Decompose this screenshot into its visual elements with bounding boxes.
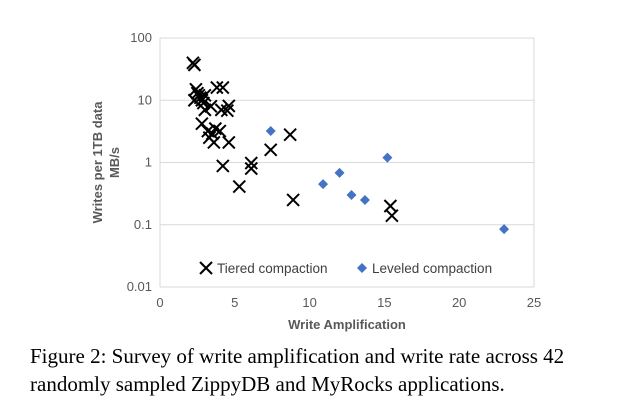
tiered-point [204, 99, 218, 113]
axes: 0.01 0.1 1 10 100 0 5 10 15 20 25 Write Amplificati… [90, 30, 541, 332]
leveled-point [382, 152, 393, 163]
leveled-point [359, 194, 370, 205]
tiered-point [216, 159, 230, 173]
y-tick-label: 0.01 [127, 279, 152, 294]
tiered-point [244, 156, 258, 170]
tiered-point [222, 135, 236, 150]
tiered-point [286, 193, 300, 207]
x-stroke [216, 159, 230, 173]
data-points [186, 56, 510, 235]
x-stroke [195, 116, 209, 131]
y-axis-title-line: Writes per 1TB data [90, 101, 105, 224]
y-axis-title-line: MB/s [107, 147, 122, 178]
leveled-point [499, 224, 510, 235]
tiered-point [244, 161, 258, 176]
y-tick-label: 10 [138, 92, 152, 107]
tiered-point [207, 135, 221, 150]
x-stroke [189, 82, 203, 96]
leveled-point [265, 126, 276, 137]
y-tick-label: 0.1 [134, 217, 152, 232]
x-stroke [220, 103, 235, 118]
x-stroke [216, 80, 230, 95]
tiered-point [216, 80, 230, 95]
legend-leveled-label: Leveled compaction [372, 261, 492, 276]
y-tick-label: 100 [130, 30, 152, 45]
x-tick-label: 25 [527, 295, 541, 310]
x-tick-label: 15 [377, 295, 391, 310]
figure-caption: Figure 2: Survey of write amplification … [30, 344, 565, 396]
legend-tiered-label: Tiered compaction [217, 261, 328, 276]
x-stroke [222, 99, 236, 113]
x-stroke [244, 161, 258, 176]
x-stroke [210, 80, 224, 95]
x-stroke [208, 121, 223, 136]
y-tick-label: 1 [145, 155, 152, 170]
x-stroke [213, 124, 227, 138]
x-stroke [207, 135, 221, 150]
x-stroke [283, 127, 297, 142]
gridlines [160, 37, 535, 288]
x-stroke [198, 88, 212, 103]
tiered-point [283, 127, 297, 142]
x-stroke [201, 124, 215, 138]
tiered-point [385, 208, 399, 223]
scatter-chart: 0.01 0.1 1 10 100 0 5 10 15 20 25 Write Amplificati… [90, 30, 541, 332]
x-stroke [222, 135, 236, 150]
x-stroke [385, 208, 399, 223]
tiered-point [198, 88, 212, 103]
tiered-point [263, 143, 278, 157]
x-stroke [244, 156, 258, 170]
x-axis-title: Write Amplification [288, 317, 406, 332]
tiered-point [198, 103, 212, 117]
tiered-point [222, 99, 236, 113]
x-stroke [214, 103, 229, 117]
tiered-point [220, 103, 235, 118]
x-stroke [187, 58, 202, 72]
x-stroke [199, 261, 213, 275]
x-tick-label: 5 [231, 295, 238, 310]
leveled-point [334, 167, 345, 178]
x-stroke [232, 179, 246, 194]
legend-leveled-marker [357, 263, 367, 273]
x-stroke [204, 99, 218, 113]
x-tick-label: 20 [452, 295, 466, 310]
x-tick-label: 0 [156, 295, 163, 310]
tiered-point [210, 80, 224, 95]
legend-tiered-marker [199, 261, 213, 275]
x-tick-label: 10 [302, 295, 316, 310]
tiered-point [213, 124, 227, 138]
tiered-point [232, 179, 246, 194]
x-stroke [198, 103, 212, 117]
y-axis-title: Writes per 1TB data MB/s [90, 101, 122, 224]
x-stroke [286, 193, 300, 207]
legend: Tiered compaction Leveled compaction [199, 261, 492, 276]
x-stroke [263, 143, 278, 157]
tiered-point [187, 58, 202, 72]
leveled-point [318, 179, 329, 190]
leveled-point [346, 190, 357, 201]
